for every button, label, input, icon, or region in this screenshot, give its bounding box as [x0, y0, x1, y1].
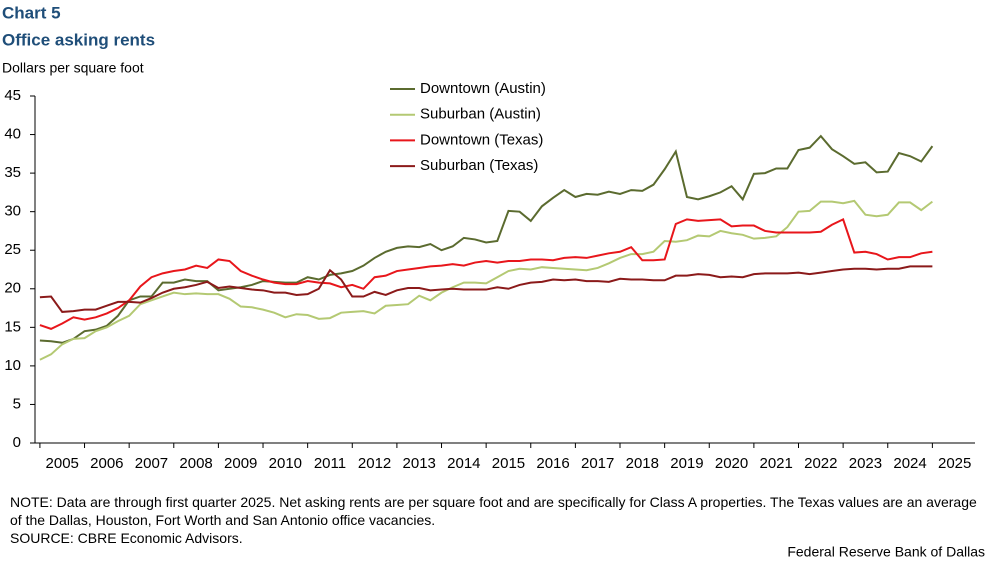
- x-tick-label: 2011: [314, 455, 346, 472]
- x-tick-label: 2008: [179, 455, 212, 472]
- x-tick-label: 2025: [938, 455, 971, 472]
- x-tick-label: 2022: [804, 455, 837, 472]
- x-tick-label: 2018: [626, 455, 659, 472]
- y-tick-label: 5: [13, 395, 21, 412]
- x-tick-label: 2013: [403, 455, 436, 472]
- series-line: [39, 265, 933, 313]
- x-tick-label: 2005: [46, 455, 79, 472]
- x-tick-label: 2014: [447, 455, 480, 472]
- x-tick-label: 2020: [715, 455, 748, 472]
- y-axis-label: Dollars per square foot: [2, 60, 144, 76]
- series-line: [39, 134, 934, 344]
- x-tick-label: 2023: [849, 455, 882, 472]
- y-tick-label: 15: [4, 318, 21, 335]
- y-tick-label: 20: [4, 280, 21, 297]
- y-tick-label: 10: [4, 357, 21, 374]
- source: SOURCE: CBRE Economic Advisors.: [10, 530, 243, 546]
- legend-label: Downtown (Texas): [420, 131, 543, 148]
- series-line: [39, 199, 933, 361]
- chart-subtitle: Office asking rents: [2, 30, 155, 49]
- y-tick-label: 25: [4, 241, 21, 258]
- y-tick-label: 0: [13, 434, 21, 451]
- x-tick-label: 2019: [670, 455, 703, 472]
- x-tick-label: 2021: [760, 455, 793, 472]
- note: NOTE: Data are through first quarter 202…: [10, 494, 977, 528]
- y-tick-label: 40: [4, 126, 21, 143]
- y-tick-label: 35: [4, 164, 21, 181]
- x-tick-label: 2017: [581, 455, 614, 472]
- x-tick-label: 2006: [90, 455, 123, 472]
- x-tick-label: 2012: [358, 455, 391, 472]
- legend-label: Downtown (Austin): [420, 80, 546, 97]
- x-tick-label: 2007: [135, 455, 168, 472]
- x-tick-label: 2016: [536, 455, 569, 472]
- x-tick-label: 2010: [269, 455, 302, 472]
- y-tick-label: 30: [4, 203, 21, 220]
- x-tick-label: 2024: [893, 455, 926, 472]
- y-tick-label: 45: [4, 87, 21, 104]
- x-tick-label: 2009: [224, 455, 257, 472]
- series-line: [39, 217, 933, 330]
- chart-title: Chart 5: [2, 3, 61, 22]
- credit: Federal Reserve Bank of Dallas: [787, 544, 985, 560]
- legend-label: Suburban (Texas): [420, 157, 538, 174]
- note-box: NOTE: Data are through first quarter 202…: [10, 494, 977, 546]
- legend-label: Suburban (Austin): [420, 106, 541, 123]
- x-tick-label: 2015: [492, 455, 525, 472]
